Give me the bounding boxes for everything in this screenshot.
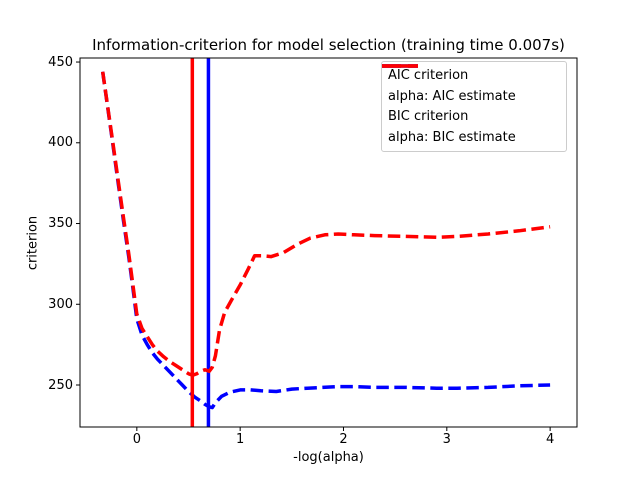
x-tick-label: 1	[236, 432, 245, 447]
y-tick-label: 350	[48, 216, 73, 232]
legend-item-bic-criterion: BIC criterion	[382, 64, 560, 127]
legend-item-alpha-aic-estimate: alpha: AIC estimate	[382, 64, 560, 106]
y-tick-label: 400	[48, 135, 73, 151]
x-tick-label: 0	[132, 432, 141, 447]
legend-line-sample	[382, 64, 418, 68]
legend: AIC criterion alpha: AIC estimate BIC crit…	[381, 61, 567, 152]
y-tick-label: 450	[48, 54, 73, 70]
axes-frame	[79, 57, 578, 428]
legend-item-label: AIC criterion	[388, 67, 469, 83]
y-tick-label: 300	[48, 296, 73, 312]
legend-item-label: alpha: BIC estimate	[388, 130, 516, 146]
x-tick-label: 4	[545, 432, 555, 447]
x-tick-label: 3	[442, 432, 451, 447]
curve-bic-criterion	[100, 71, 551, 378]
chart-title: Information-criterion for model selectio…	[92, 36, 565, 54]
legend-item-alpha-bic-estimate: alpha: BIC estimate	[382, 64, 560, 148]
x-axis-label: -log(alpha)	[293, 450, 364, 465]
legend-item-label: alpha: AIC estimate	[388, 88, 516, 104]
x-tick-label: 2	[339, 432, 348, 447]
y-tick-label: 250	[48, 377, 73, 393]
legend-item-label: BIC criterion	[388, 109, 469, 125]
